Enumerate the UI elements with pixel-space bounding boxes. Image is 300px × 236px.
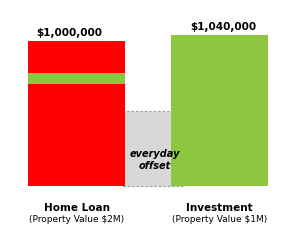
Text: Investment: Investment xyxy=(186,203,253,213)
Text: $1,040,000: $1,040,000 xyxy=(190,22,256,32)
Bar xyxy=(171,35,268,186)
Text: Home Loan: Home Loan xyxy=(44,203,110,213)
Bar xyxy=(28,84,125,186)
Text: (Property Value $2M): (Property Value $2M) xyxy=(29,215,124,223)
Bar xyxy=(28,73,125,84)
Text: (Property Value $1M): (Property Value $1M) xyxy=(172,215,267,223)
Bar xyxy=(28,41,125,73)
Text: everyday
offset: everyday offset xyxy=(130,149,180,170)
Bar xyxy=(123,110,184,186)
Text: $1,000,000: $1,000,000 xyxy=(36,28,102,38)
